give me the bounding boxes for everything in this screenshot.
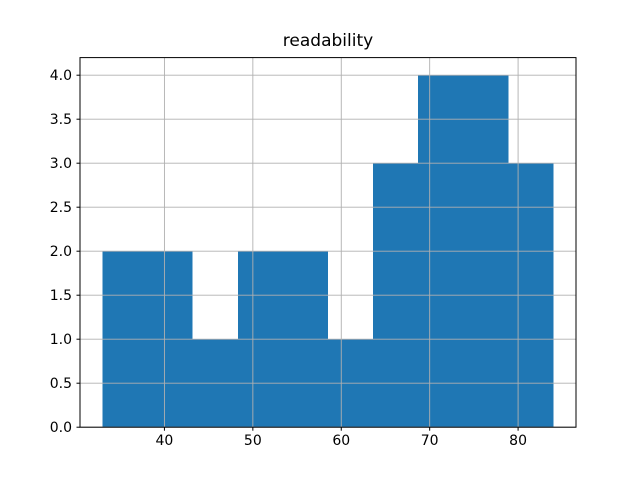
y-tick-label: 3.5 xyxy=(50,112,72,128)
y-tick-label: 2.0 xyxy=(50,244,72,260)
x-tick-label: 50 xyxy=(244,433,262,449)
x-tick-label: 40 xyxy=(156,433,174,449)
x-tick-label: 70 xyxy=(421,433,439,449)
y-tick-label: 1.5 xyxy=(50,288,72,304)
y-tick-label: 0.5 xyxy=(50,376,72,392)
y-tick-label: 4.0 xyxy=(50,68,72,84)
x-tick-label: 60 xyxy=(332,433,350,449)
y-tick-label: 3.0 xyxy=(50,156,72,172)
y-tick-label: 0.0 xyxy=(50,420,72,436)
plot-frame xyxy=(79,57,577,428)
chart-title: readability xyxy=(282,31,374,51)
y-tick-label: 1.0 xyxy=(50,332,72,348)
y-tick-label: 2.5 xyxy=(50,200,72,216)
x-tick-label: 80 xyxy=(509,433,527,449)
